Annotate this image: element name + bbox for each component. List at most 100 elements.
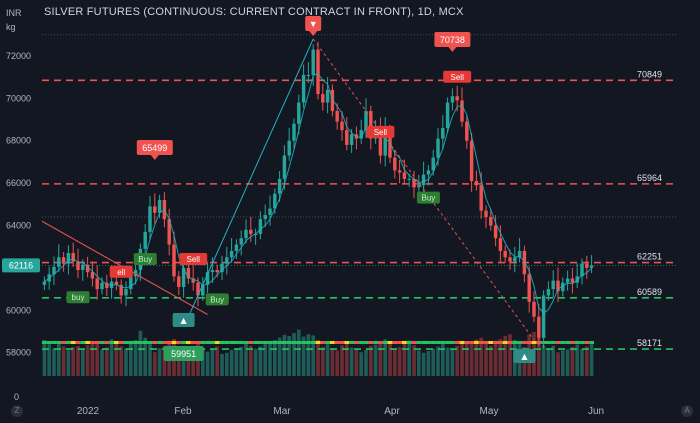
candle-body (61, 257, 66, 264)
signal-band-segment (378, 341, 383, 344)
volume-bar (306, 334, 311, 376)
signal-band-segment (118, 341, 124, 344)
volume-bar (508, 334, 512, 376)
candle-body (181, 267, 186, 287)
price-bubble-pointer (448, 47, 457, 52)
volume-bar (287, 335, 292, 376)
zoom-toggle-button[interactable]: Z (11, 405, 23, 417)
volume-bar (316, 340, 320, 376)
signal-band-segment (454, 341, 460, 344)
candle-body (148, 206, 152, 232)
signal-label: buy (72, 293, 85, 302)
volume-bar (114, 342, 119, 376)
candle-body (349, 134, 354, 145)
volume-bar (253, 348, 258, 376)
signal-band-segment (349, 341, 354, 344)
volume-bar (205, 351, 210, 376)
volume-bar (330, 348, 335, 376)
candle-body (455, 96, 459, 101)
level-label: 65964 (637, 173, 662, 183)
signal-band-segment (210, 341, 215, 344)
signal-band-segment (90, 341, 95, 344)
candle-body (551, 280, 555, 290)
candle-body (532, 301, 536, 317)
volume-bar (575, 344, 580, 376)
candle-body (565, 278, 570, 283)
candle-body (493, 225, 498, 239)
candle-body (124, 289, 128, 296)
volume-bar (109, 339, 114, 376)
signal-band-segment (507, 341, 513, 344)
signal-band-segment (406, 341, 412, 344)
signal-band-segment (344, 341, 350, 344)
candle-body (393, 157, 397, 171)
signal-band-segment (450, 341, 455, 344)
y-tick-label: 58000 (6, 348, 31, 358)
candle-body (508, 257, 512, 262)
volume-bar (152, 352, 157, 376)
signal-band-segment (354, 341, 359, 344)
candle-body (57, 257, 61, 267)
signal-band-segment (296, 341, 302, 344)
volume-bar (397, 347, 402, 376)
signal-label: Buy (210, 295, 224, 304)
volume-bar (100, 349, 104, 376)
signal-band-segment (421, 341, 426, 344)
signal-band-segment (459, 341, 465, 344)
candle-body (133, 270, 138, 277)
candle-body (306, 74, 311, 76)
volume-bar (320, 347, 325, 376)
volume-bar (47, 344, 52, 376)
volume-bar (426, 351, 431, 376)
unit-label: kg (6, 22, 16, 32)
candle-body (465, 121, 469, 141)
volume-bar (344, 342, 349, 376)
chart-title: SILVER FUTURES (CONTINUOUS: CURRENT CONT… (44, 6, 464, 18)
signal-band-segment (181, 341, 186, 344)
volume-bar (551, 345, 556, 376)
volume-bar (186, 348, 191, 376)
signal-band-segment (517, 341, 522, 344)
volume-bar (392, 348, 397, 376)
signal-band-segment (229, 341, 234, 344)
signal-band-segment (315, 341, 321, 344)
x-tick-label: Mar (273, 406, 291, 417)
price-bubble-label: ▼ (309, 19, 318, 29)
signal-band-segment (70, 341, 76, 344)
signal-band-segment (282, 341, 287, 344)
signal-label: Buy (138, 255, 152, 264)
candle-body (268, 208, 272, 215)
volume-bar (292, 333, 296, 376)
signal-band-segment (445, 341, 450, 344)
level-label: 70849 (637, 69, 662, 79)
signal-band-segment (306, 341, 311, 344)
signal-band-segment (61, 341, 66, 344)
candle-body (321, 94, 325, 103)
candle-body (90, 272, 95, 279)
candle-body (42, 281, 47, 285)
candle-body (469, 140, 474, 181)
signal-band-segment (498, 341, 503, 344)
signal-band-segment (219, 341, 225, 344)
volume-bar (541, 345, 546, 376)
volume-bar (479, 337, 484, 376)
volume-bar (440, 344, 445, 376)
signal-band-segment (464, 341, 470, 344)
volume-bar (56, 343, 61, 376)
candle-body (484, 210, 488, 218)
x-tick-label: Feb (174, 406, 192, 417)
y-tick-label: 68000 (6, 136, 31, 146)
signal-band-segment (373, 341, 378, 344)
volume-bar (556, 352, 560, 376)
signal-band-segment (560, 341, 566, 344)
auto-scale-button[interactable]: A (681, 405, 693, 417)
signal-band-segment (80, 341, 86, 344)
candle-body (474, 180, 479, 186)
volume-bar (311, 335, 316, 376)
candle-body (129, 276, 133, 290)
signal-band-segment (469, 341, 474, 344)
volume-bar (61, 346, 66, 376)
volume-bar (340, 345, 344, 376)
volume-bar (80, 348, 85, 376)
volume-bar (76, 345, 80, 376)
